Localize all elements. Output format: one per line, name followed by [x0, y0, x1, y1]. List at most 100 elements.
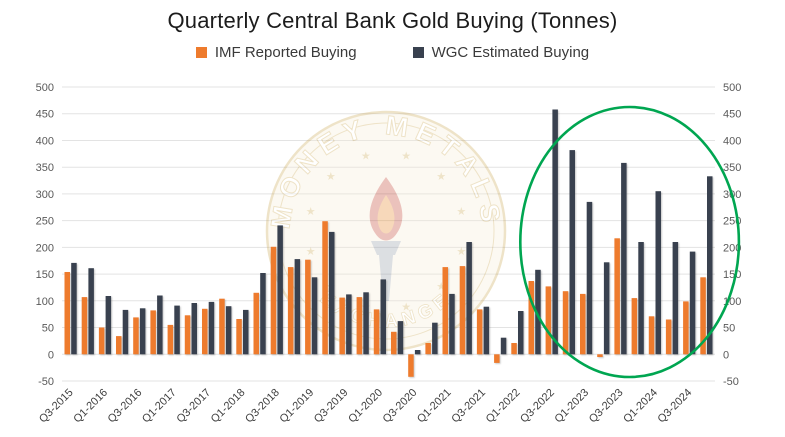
bar-wgc-Q3-2023 [621, 162, 627, 355]
bar-imf-Q2-2017 [184, 315, 191, 355]
bar-imf-Q1-2024 [648, 316, 655, 355]
bar-imf-Q1-2018 [236, 319, 242, 355]
bar-imf-Q1-2019 [305, 259, 311, 355]
bar-imf-Q2-2023 [597, 354, 603, 357]
bar-wgc-Q2-2022 [535, 269, 541, 355]
star-icon: ★ [456, 245, 466, 258]
chart-title: Quarterly Central Bank Gold Buying (Tonn… [167, 8, 618, 33]
bar-wgc-Q3-2015 [71, 262, 77, 355]
bar-wgc-Q2-2016 [122, 309, 129, 355]
bar-wgc-Q4-2024 [707, 176, 713, 355]
bar-imf-Q4-2017 [219, 298, 225, 355]
bar-imf-Q4-2024 [700, 277, 706, 355]
bar-wgc-Q1-2020 [380, 279, 386, 355]
star-icon: ★ [326, 170, 336, 183]
bar-imf-Q3-2017 [202, 308, 208, 355]
svg-text:Q3-2016: Q3-2016 [106, 387, 145, 426]
bar-imf-Q4-2023 [631, 298, 638, 355]
star-icon: ★ [361, 150, 371, 163]
bar-imf-Q1-2017 [167, 324, 174, 355]
svg-text:Q1-2024: Q1-2024 [621, 387, 660, 426]
bar-imf-Q4-2018 [287, 267, 294, 355]
bars-wgc [71, 109, 713, 355]
svg-text:-50: -50 [38, 376, 54, 388]
svg-text:Q1-2016: Q1-2016 [71, 387, 110, 426]
bar-imf-Q3-2016 [133, 317, 139, 355]
bar-imf-Q3-2024 [683, 301, 689, 355]
svg-text:Q1-2021: Q1-2021 [415, 387, 454, 426]
bar-imf-Q4-2019 [356, 297, 363, 355]
svg-text:100: 100 [36, 296, 54, 308]
bar-imf-Q3-2015 [64, 272, 70, 355]
svg-text:Q3-2022: Q3-2022 [518, 387, 557, 426]
bar-imf-Q2-2022 [528, 281, 534, 355]
bar-wgc-Q4-2023 [638, 242, 644, 355]
svg-text:0: 0 [723, 349, 729, 361]
bar-wgc-Q4-2019 [363, 292, 369, 355]
svg-text:Q3-2017: Q3-2017 [174, 387, 213, 426]
svg-text:Q3-2021: Q3-2021 [449, 387, 488, 426]
svg-text:250: 250 [36, 216, 54, 228]
svg-text:Q3-2018: Q3-2018 [243, 387, 282, 426]
star-icon: ★ [456, 205, 466, 218]
svg-text:500: 500 [723, 82, 741, 94]
bar-imf-Q4-2015 [81, 297, 88, 355]
bar-wgc-Q4-2015 [88, 268, 94, 355]
bar-wgc-Q4-2022 [569, 150, 575, 355]
svg-text:Q3-2024: Q3-2024 [656, 387, 695, 426]
bar-wgc-Q1-2019 [311, 277, 318, 355]
bar-wgc-Q1-2021 [449, 293, 455, 355]
star-icon: ★ [306, 245, 316, 258]
bar-imf-Q2-2016 [116, 336, 122, 355]
svg-text:300: 300 [36, 189, 54, 201]
bar-wgc-Q3-2024 [689, 251, 696, 355]
svg-text:Q3-2015: Q3-2015 [37, 387, 76, 426]
legend-label-wgc: WGC Estimated Buying [431, 44, 590, 61]
bar-wgc-Q3-2017 [208, 301, 215, 355]
bar-wgc-Q3-2018 [277, 225, 283, 355]
bar-imf-Q3-2018 [270, 246, 277, 355]
bar-imf-Q2-2019 [322, 221, 328, 355]
bar-imf-Q3-2020 [408, 354, 414, 377]
svg-text:150: 150 [36, 269, 54, 281]
svg-text:Q1-2019: Q1-2019 [278, 387, 317, 426]
svg-text:Q1-2018: Q1-2018 [209, 387, 248, 426]
svg-text:Q3-2020: Q3-2020 [381, 387, 420, 426]
svg-text:50: 50 [42, 323, 54, 335]
svg-text:350: 350 [723, 162, 741, 174]
bar-imf-Q3-2022 [545, 286, 552, 355]
svg-text:400: 400 [36, 136, 54, 148]
svg-text:0: 0 [48, 349, 54, 361]
svg-text:Q1-2020: Q1-2020 [346, 387, 385, 426]
bar-imf-Q3-2023 [614, 238, 620, 355]
bar-wgc-Q2-2019 [329, 231, 335, 355]
svg-text:Q1-2023: Q1-2023 [552, 387, 591, 426]
star-icon: ★ [306, 205, 316, 218]
bar-wgc-Q2-2023 [603, 262, 610, 355]
bar-wgc-Q3-2022 [552, 109, 558, 355]
bar-wgc-Q4-2021 [500, 337, 507, 355]
legend-label-imf: IMF Reported Buying [214, 44, 357, 61]
bar-wgc-Q4-2018 [294, 259, 301, 355]
bar-wgc-Q1-2024 [655, 191, 661, 355]
bar-wgc-Q1-2016 [105, 296, 112, 355]
bar-imf-Q2-2020 [391, 331, 397, 355]
svg-text:Q1-2022: Q1-2022 [484, 387, 523, 426]
bar-wgc-Q1-2023 [586, 201, 593, 355]
bar-imf-Q2-2021 [459, 266, 466, 355]
bars-imf [64, 221, 706, 377]
legend-swatch-wgc-icon [412, 47, 424, 58]
svg-text:400: 400 [723, 136, 741, 148]
bar-wgc-Q2-2017 [191, 303, 197, 355]
svg-text:Q3-2019: Q3-2019 [312, 387, 351, 426]
legend-swatch-imf-icon [195, 47, 207, 58]
bar-imf-Q1-2021 [442, 267, 448, 355]
bar-imf-Q2-2024 [665, 319, 672, 355]
bar-imf-Q3-2019 [339, 297, 345, 355]
bar-wgc-Q1-2018 [243, 309, 249, 355]
bar-wgc-Q3-2019 [346, 294, 352, 355]
legend-item-wgc: WGC Estimated Buying [412, 44, 590, 61]
